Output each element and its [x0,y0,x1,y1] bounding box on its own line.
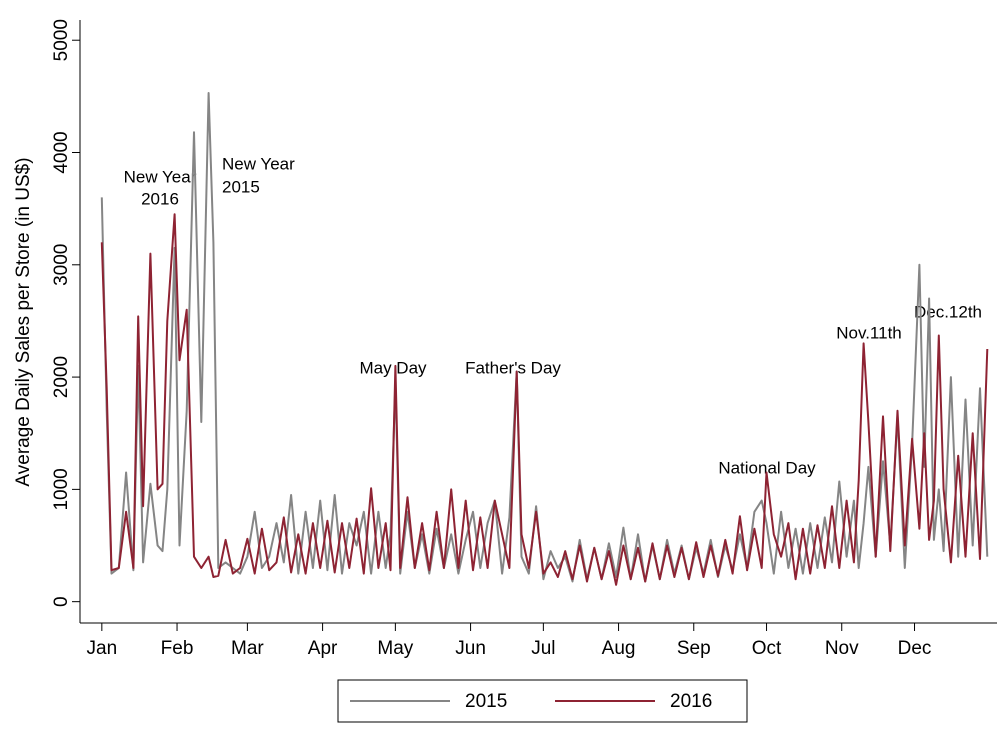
x-tick-label: Sep [677,638,711,659]
line-series [100,213,989,586]
x-tick-label: Oct [752,638,782,659]
y-axis-label: Average Daily Sales per Store (in US$) [13,157,34,486]
x-tick-label: Jun [455,638,486,659]
annotation: 2015 [222,177,260,196]
annotation: National Day [718,458,816,477]
x-tick-label: May [377,638,413,659]
x-tick-label: Jan [87,638,118,659]
annotation: May Day [359,358,427,377]
annotation: Father's Day [465,358,561,377]
x-tick-label: Apr [308,638,338,659]
annotations: New Year 2016 New Year 2015 May Day Fath… [124,154,982,477]
y-tick-label: 0 [51,596,72,607]
legend-label: 2015 [465,691,507,712]
x-tick-label: Nov [825,638,859,659]
x-tick-label: Feb [161,638,194,659]
y-tick-label: 2000 [51,356,72,398]
x-tick-label: Jul [531,638,555,659]
annotation: Nov.11th [836,323,902,342]
x-tick-label: Dec [898,638,932,659]
x-tick-label: Mar [231,638,264,659]
y-tick-label: 5000 [51,19,72,61]
annotation: 2016 [141,189,179,208]
annotation: New Year [124,167,197,186]
y-tick-label: 1000 [51,468,72,510]
annotation: New Year [222,154,295,173]
y-tick-label: 3000 [51,244,72,286]
legend-label: 2016 [670,691,712,712]
y-tick-label: 4000 [51,131,72,173]
annotation: Dec.12th [914,302,982,321]
x-tick-label: Aug [602,638,636,659]
